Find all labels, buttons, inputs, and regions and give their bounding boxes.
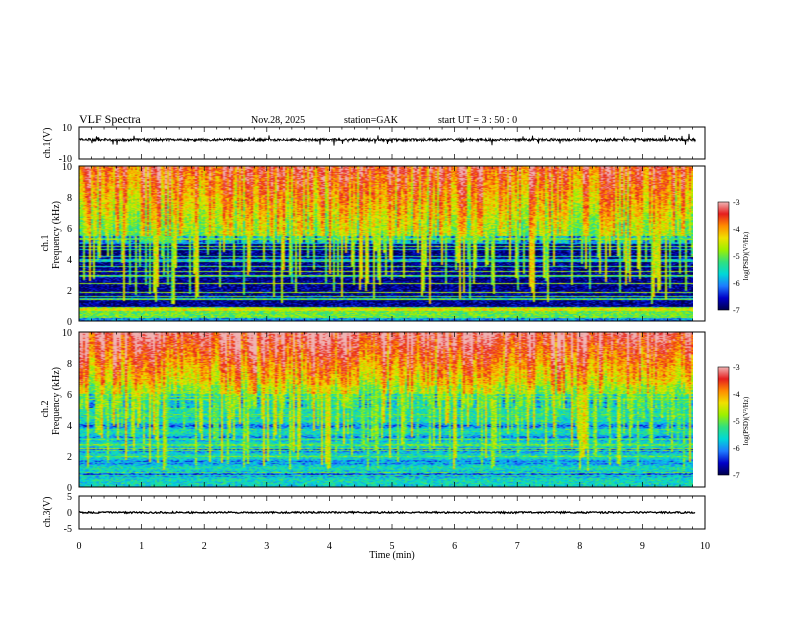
ch2-spectrogram-ticks [78,332,706,487]
ch1-cb-tick-m6: -6 [733,279,740,288]
station-label: station=GAK [344,115,399,126]
ch2-frequency-ylabel: Frequency (kHz) [51,367,62,435]
ch1-spectrogram-image [79,166,693,321]
ch3-waveform-panel: 5 0 -5 ch.3(V) [42,492,706,535]
ch3-waveform-ticks [78,496,706,529]
ch1-frequency-ylabel: Frequency (kHz) [51,201,62,269]
ch2-cb-tick-m4: -4 [733,390,740,399]
ch2-freq-tick-6: 6 [67,390,72,401]
ch1-channel-label: ch.1 [40,235,51,252]
ch1-freq-tick-2: 2 [67,286,72,297]
ch1-colorbar: -3 -4 -5 -6 -7 log(PSD)(V²/Hz) [717,198,750,315]
ch3-ylabel: ch.3(V) [42,497,53,528]
ch3-ytick-top: 5 [67,492,72,503]
time-tick-1: 1 [139,541,144,552]
time-tick-8: 8 [577,541,582,552]
ch1-frequency-ticks: 10 8 6 4 2 0 [62,162,72,328]
ch1-ytick-top: 10 [62,123,72,134]
ch2-cb-tick-m5: -5 [733,417,740,426]
ch2-colorbar-label: log(PSD)(V²/Hz) [742,396,750,445]
ch1-freq-tick-6: 6 [67,224,72,235]
ch1-cb-tick-m5: -5 [733,252,740,261]
ch2-cb-tick-m7: -7 [733,471,740,480]
ch1-waveform-line [78,133,696,146]
ch1-colorbar-gradient [717,201,730,311]
ch2-freq-tick-2: 2 [67,452,72,463]
time-axis: 0 1 2 3 4 5 6 7 8 9 10 Time (min) [77,541,711,561]
ch2-cb-tick-m6: -6 [733,444,740,453]
ch2-frequency-ticks: 10 8 6 4 2 0 [62,328,72,494]
ch1-cb-tick-m7: -7 [733,306,740,315]
ch3-waveform-line [78,510,696,515]
ch3-ytick-bottom: -5 [64,524,72,535]
ch2-channel-label: ch.2 [40,401,51,418]
start-time-label: start UT = 3 : 50 : 0 [438,115,517,126]
time-tick-5: 5 [390,541,395,552]
ch2-freq-tick-4: 4 [67,421,72,432]
time-tick-9: 9 [640,541,645,552]
ch1-ylabel: ch.1(V) [42,128,53,159]
ch1-cb-tick-m4: -4 [733,225,740,234]
ch1-freq-tick-0: 0 [67,317,72,328]
ch2-colorbar: -3 -4 -5 -6 -7 log(PSD)(V²/Hz) [717,363,750,480]
time-tick-7: 7 [515,541,520,552]
ch1-spectrogram-panel: 10 8 6 4 2 0 ch.1 Frequency (kHz) [40,162,706,328]
time-tick-4: 4 [327,541,332,552]
ch1-freq-tick-4: 4 [67,255,72,266]
ch2-freq-tick-10: 10 [62,328,72,339]
ch1-colorbar-label: log(PSD)(V²/Hz) [742,231,750,280]
ch2-cb-tick-m3: -3 [733,363,740,372]
ch1-waveform-ticks [78,127,706,159]
date-label: Nov.28, 2025 [251,115,305,126]
ch1-freq-tick-8: 8 [67,193,72,204]
time-tick-3: 3 [264,541,269,552]
ch1-spectrogram-ticks [78,166,706,321]
ch1-ytick-bottom: -10 [59,154,72,165]
time-axis-label: Time (min) [369,550,414,561]
figure-title: VLF Spectra [79,112,141,126]
time-tick-10: 10 [700,541,710,552]
ch1-freq-tick-10: 10 [62,162,72,173]
ch1-cb-tick-m3: -3 [733,198,740,207]
ch1-waveform-panel: 10 -10 ch.1(V) [42,123,706,165]
ch2-spectrogram-panel: 10 8 6 4 2 0 ch.2 Frequency (kHz) [40,328,706,494]
ch2-spectrogram-image [79,332,693,487]
ch2-freq-tick-0: 0 [67,483,72,494]
time-tick-6: 6 [452,541,457,552]
ch3-ytick-mid: 0 [67,508,72,519]
ch2-colorbar-gradient [717,366,730,476]
time-tick-2: 2 [202,541,207,552]
time-tick-0: 0 [77,541,82,552]
ch2-freq-tick-8: 8 [67,359,72,370]
